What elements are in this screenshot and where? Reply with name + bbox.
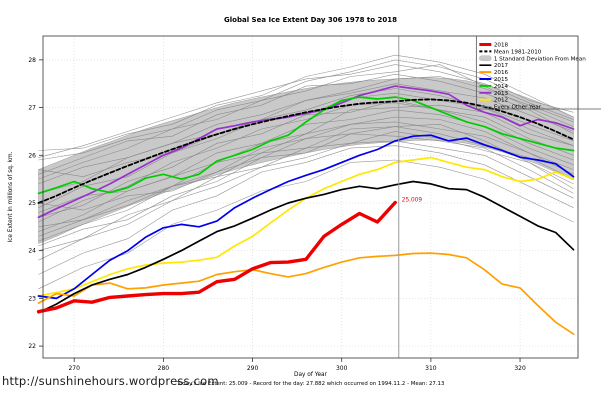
- x-tick-label: 290: [247, 365, 259, 372]
- series-2018-line: [36, 200, 397, 314]
- y-tick-label: 25: [28, 200, 36, 207]
- x-tick-label: 320: [514, 365, 526, 372]
- legend-label-2012: 2012: [494, 98, 508, 104]
- year-line: [38, 54, 574, 151]
- legend-swatch-1-standard-deviation-from-mean: [479, 55, 492, 61]
- year-line: [38, 100, 574, 218]
- legend-label-2016: 2016: [494, 70, 509, 76]
- year-line: [38, 64, 574, 158]
- legend-label-2015: 2015: [494, 77, 509, 83]
- series-2017-line: [37, 180, 575, 314]
- year-line: [38, 76, 574, 178]
- stats-caption: Today's Ice Extent: 25.009 - Record for …: [176, 381, 445, 387]
- y-tick-label: 28: [28, 57, 36, 64]
- legend-label-mean-1981-2010: Mean 1981-2010: [494, 49, 542, 55]
- year-line: [38, 116, 574, 228]
- legend-label-2017: 2017: [494, 63, 509, 69]
- series-2016-line: [37, 252, 575, 335]
- chart-title: Global Sea Ice Extent Day 306 1978 to 20…: [224, 16, 397, 24]
- x-tick-label: 280: [158, 365, 170, 372]
- y-tick-label: 26: [28, 152, 36, 159]
- x-tick-label: 310: [425, 365, 437, 372]
- y-tick-label: 27: [28, 105, 36, 112]
- legend-label-every-other-year: Every Other Year: [494, 105, 542, 111]
- x-tick-label: 270: [68, 365, 80, 372]
- current-value-label: 25.009: [402, 198, 423, 204]
- year-line: [38, 102, 574, 223]
- y-tick-label: 24: [28, 248, 36, 255]
- year-line: [38, 126, 574, 211]
- y-tick-label: 23: [28, 295, 36, 302]
- footer-url: http://sunshinehours.wordpress.com: [2, 374, 219, 388]
- y-tick-label: 22: [28, 343, 36, 350]
- x-axis-label: Day of Year: [294, 372, 327, 378]
- series-2014-line: [37, 96, 575, 195]
- legend-label-2013: 2013: [494, 91, 509, 97]
- year-line: [38, 133, 574, 247]
- year-line: [38, 88, 574, 185]
- year-line: [38, 145, 574, 275]
- y-axis-label: Ice Extent in millions of sq. km.: [8, 151, 14, 243]
- legend-label-2018: 2018: [494, 43, 509, 49]
- year-line: [38, 140, 574, 261]
- legend-label-1-standard-deviation-from-mean: 1 Standard Deviation From Mean: [494, 56, 586, 62]
- year-line: [38, 159, 574, 290]
- std-dev-band: [38, 77, 574, 244]
- series-2013-line: [37, 85, 575, 219]
- series-2015-line: [37, 134, 575, 300]
- year-line: [38, 123, 574, 237]
- legend-label-2014: 2014: [494, 84, 509, 90]
- plot-border: [42, 35, 579, 359]
- x-tick-label: 300: [336, 365, 348, 372]
